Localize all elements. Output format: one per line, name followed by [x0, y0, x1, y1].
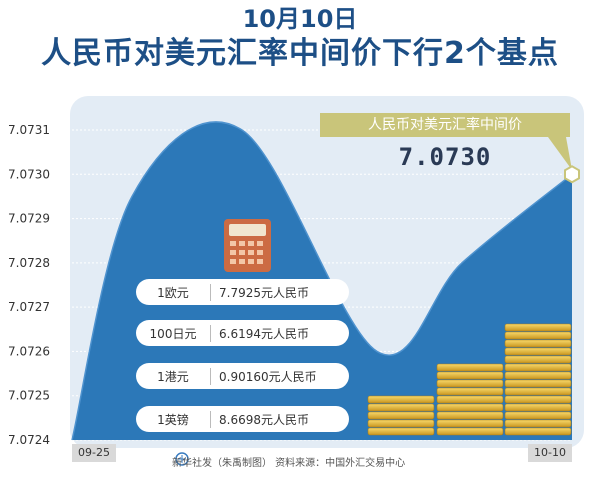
- y-tick-label: 7.0730: [8, 167, 50, 181]
- rate-currency: 1港元: [136, 367, 211, 385]
- y-tick-label: 7.0727: [8, 300, 50, 314]
- y-tick-label: 7.0729: [8, 212, 50, 226]
- callout-pointer: [548, 137, 572, 170]
- coin: [504, 371, 572, 380]
- callout-label: 人民币对美元汇率中间价: [320, 113, 570, 137]
- coin: [504, 387, 572, 396]
- coin: [504, 323, 572, 332]
- coin: [504, 395, 572, 404]
- coin: [436, 371, 504, 380]
- coin: [436, 419, 504, 428]
- calculator-icon: [224, 219, 271, 272]
- rate-value: 8.6698元人民币: [219, 412, 309, 427]
- series-line: [71, 121, 573, 441]
- xinhua-logo-icon: [175, 452, 189, 466]
- x-tick-end: 10-10: [528, 444, 572, 462]
- rate-value: 0.90160元人民币: [219, 369, 317, 384]
- coin: [504, 419, 572, 428]
- end-point-marker: [564, 165, 580, 184]
- coin: [436, 411, 504, 420]
- date-heading: 10月10日: [242, 5, 358, 33]
- coin: [504, 331, 572, 340]
- page-title: 人民币对美元汇率中间价下行2个基点: [41, 36, 559, 71]
- y-tick-label: 7.0724: [8, 433, 50, 447]
- coin: [436, 427, 504, 436]
- coin: [436, 387, 504, 396]
- coin: [504, 355, 572, 364]
- rate-currency: 100日元: [136, 324, 211, 342]
- y-tick-label: 7.0725: [8, 389, 50, 403]
- y-tick-labels: 7.0724 7.0725 7.0726 7.0727 7.0728 7.0729 7.07…: [8, 123, 50, 447]
- rate-row-jpy: 100日元 6.6194元人民币: [136, 320, 349, 346]
- rate-value: 6.6194元人民币: [219, 326, 309, 341]
- callout-value: 7.0730: [398, 143, 492, 171]
- rate-row-hkd: 1港元 0.90160元人民币: [136, 363, 349, 389]
- coin: [504, 427, 572, 436]
- coin: [367, 411, 435, 420]
- coin: [504, 411, 572, 420]
- coin: [504, 339, 572, 348]
- coin: [367, 427, 435, 436]
- coin: [367, 419, 435, 428]
- coin: [504, 347, 572, 356]
- rate-currency: 1英镑: [136, 410, 211, 428]
- y-tick-label: 7.0726: [8, 344, 50, 358]
- rate-value: 7.7925元人民币: [219, 285, 309, 300]
- coin: [367, 395, 435, 404]
- y-tick-label: 7.0728: [8, 256, 50, 270]
- coin: [504, 363, 572, 372]
- headline: 10月10日 人民币对美元汇率中间价下行2个基点: [0, 4, 600, 74]
- x-tick-start: 09-25: [72, 444, 116, 462]
- coin: [436, 379, 504, 388]
- y-tick-label: 7.0731: [8, 123, 50, 137]
- coin: [504, 403, 572, 412]
- footer-source: 新华社发（朱禹制图） 资料来源：中国外汇交易中心: [172, 458, 406, 469]
- coin-stack-icon: [367, 323, 572, 436]
- rate-row-eur: 1欧元 7.7925元人民币: [136, 279, 349, 305]
- rate-currency: 1欧元: [136, 283, 211, 301]
- coin: [504, 379, 572, 388]
- coin: [436, 395, 504, 404]
- coin: [436, 403, 504, 412]
- coin: [436, 363, 504, 372]
- coin: [367, 403, 435, 412]
- callout: 人民币对美元汇率中间价 7.0730: [320, 113, 570, 171]
- rate-row-gbp: 1英镑 8.6698元人民币: [136, 406, 349, 432]
